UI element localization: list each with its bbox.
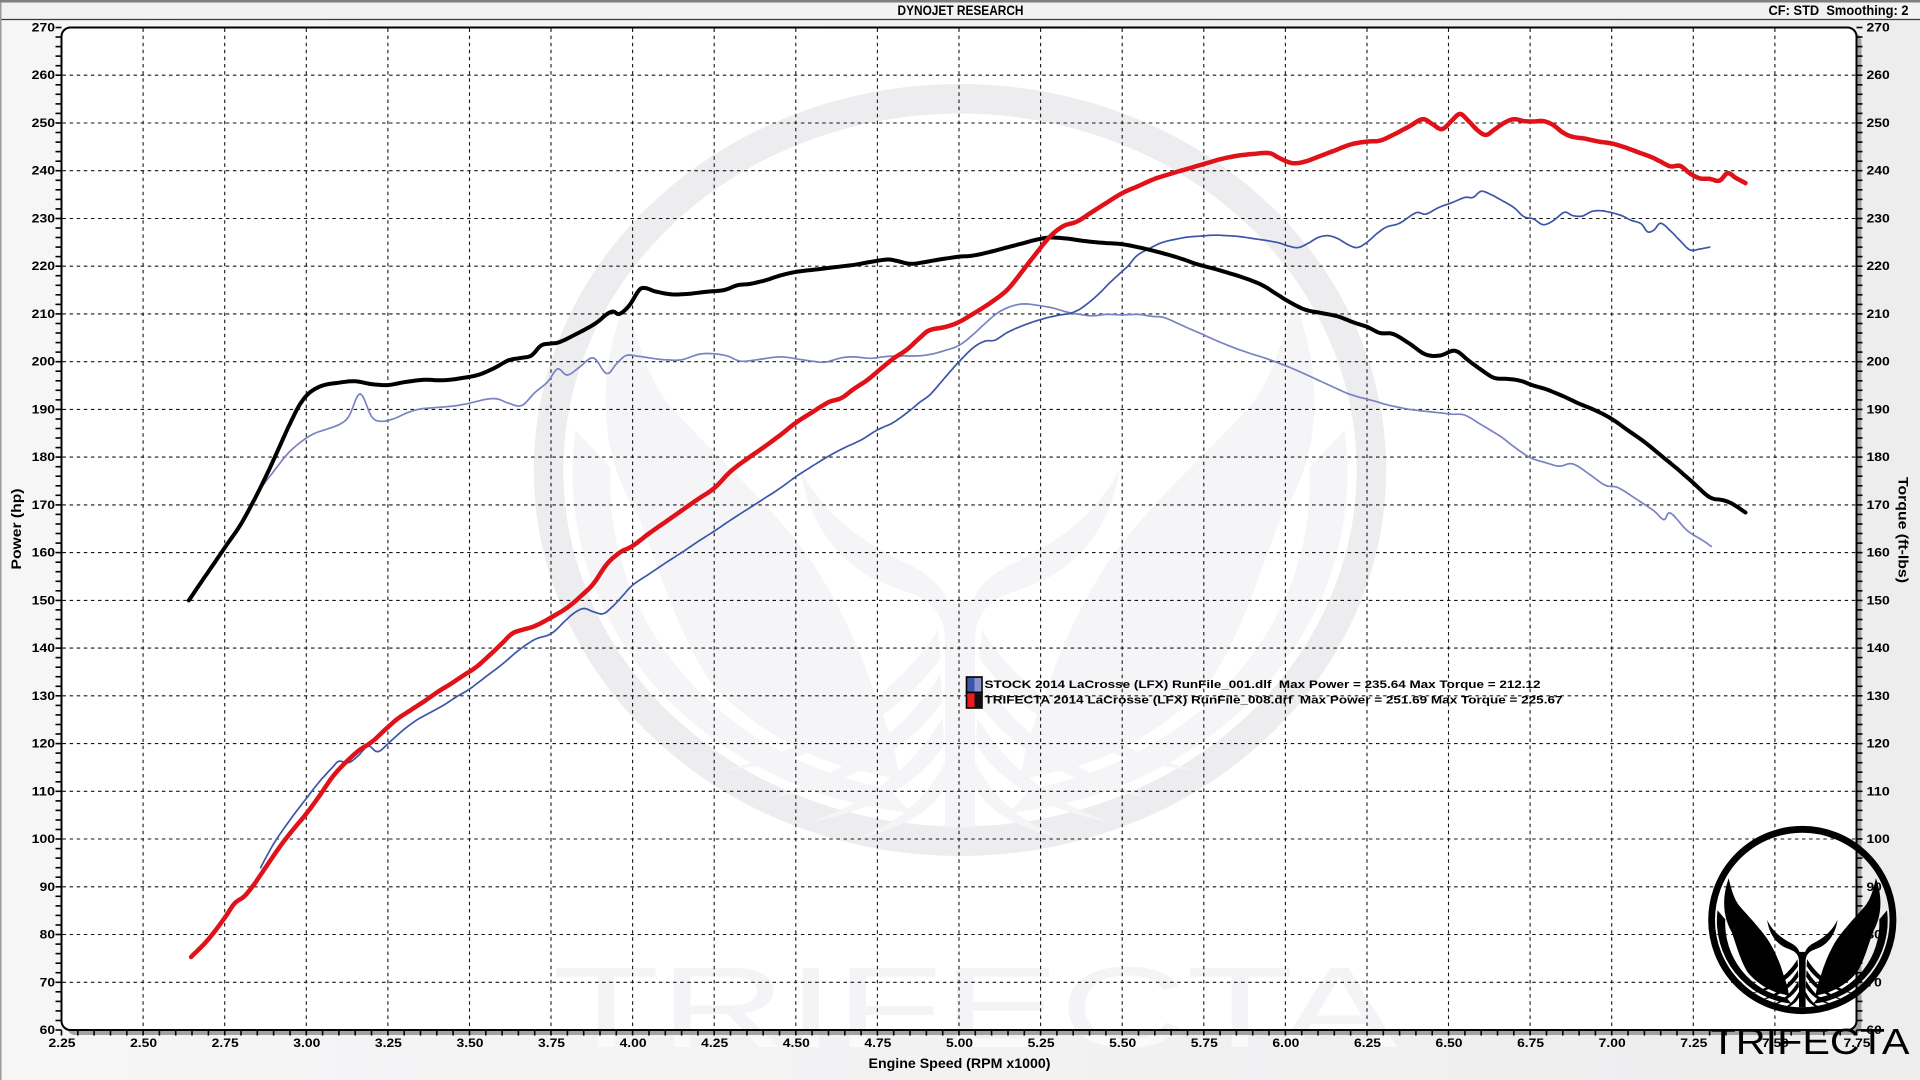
svg-text:240: 240 xyxy=(1867,166,1890,178)
svg-text:6.50: 6.50 xyxy=(1436,1036,1463,1050)
svg-text:5.75: 5.75 xyxy=(1191,1036,1218,1050)
svg-text:210: 210 xyxy=(32,309,55,321)
svg-text:Torque (ft-lbs): Torque (ft-lbs) xyxy=(1896,477,1912,583)
svg-text:160: 160 xyxy=(32,548,55,560)
svg-text:4.75: 4.75 xyxy=(864,1036,891,1050)
svg-text:TRIFECTA: TRIFECTA xyxy=(1711,1021,1910,1062)
svg-text:2.25: 2.25 xyxy=(49,1036,76,1050)
svg-text:260: 260 xyxy=(32,70,55,82)
svg-text:200: 200 xyxy=(32,357,55,369)
svg-text:7.75: 7.75 xyxy=(1844,1036,1871,1050)
svg-text:160: 160 xyxy=(1867,548,1890,560)
svg-text:180: 180 xyxy=(32,452,55,464)
svg-text:110: 110 xyxy=(1867,786,1890,798)
svg-text:190: 190 xyxy=(32,404,55,416)
svg-text:6.25: 6.25 xyxy=(1354,1036,1381,1050)
svg-text:130: 130 xyxy=(1867,691,1890,703)
svg-text:5.50: 5.50 xyxy=(1109,1036,1136,1050)
svg-text:DYNOJET RESEARCH: DYNOJET RESEARCH xyxy=(898,3,1024,18)
svg-text:TRIFECTA: TRIFECTA xyxy=(553,944,1398,1072)
svg-text:3.50: 3.50 xyxy=(457,1036,484,1050)
svg-text:80: 80 xyxy=(40,930,55,942)
svg-text:2.50: 2.50 xyxy=(130,1036,157,1050)
svg-text:3.75: 3.75 xyxy=(538,1036,565,1050)
svg-text:250: 250 xyxy=(1867,118,1890,130)
svg-text:3.00: 3.00 xyxy=(293,1036,320,1050)
svg-text:5.00: 5.00 xyxy=(946,1036,973,1050)
svg-text:6.75: 6.75 xyxy=(1517,1036,1544,1050)
svg-text:100: 100 xyxy=(32,834,55,846)
svg-text:7.50: 7.50 xyxy=(1762,1036,1789,1050)
svg-text:260: 260 xyxy=(1867,70,1890,82)
svg-text:TRIFECTA 2014 LaCrosse (LFX) R: TRIFECTA 2014 LaCrosse (LFX) RunFile_008… xyxy=(985,695,1563,707)
svg-text:170: 170 xyxy=(32,500,55,512)
svg-text:220: 220 xyxy=(1867,261,1890,273)
svg-text:4.00: 4.00 xyxy=(620,1036,647,1050)
svg-text:STOCK 2014 LaCrosse (LFX) RunF: STOCK 2014 LaCrosse (LFX) RunFile_001.dl… xyxy=(985,679,1541,691)
svg-text:5.25: 5.25 xyxy=(1028,1036,1055,1050)
svg-text:Power (hp): Power (hp) xyxy=(8,489,24,570)
svg-text:170: 170 xyxy=(1867,500,1890,512)
svg-text:120: 120 xyxy=(32,739,55,751)
svg-text:60: 60 xyxy=(40,1025,55,1037)
svg-text:250: 250 xyxy=(32,118,55,130)
svg-text:4.25: 4.25 xyxy=(701,1036,728,1050)
svg-text:230: 230 xyxy=(1867,214,1890,226)
svg-text:7.25: 7.25 xyxy=(1680,1036,1707,1050)
svg-text:Engine Speed (RPM x1000): Engine Speed (RPM x1000) xyxy=(869,1055,1051,1071)
svg-text:200: 200 xyxy=(1867,357,1890,369)
svg-text:180: 180 xyxy=(1867,452,1890,464)
svg-text:270: 270 xyxy=(1867,23,1890,35)
svg-text:CF: STD Smoothing: 2: CF: STD Smoothing: 2 xyxy=(1769,3,1909,18)
svg-text:110: 110 xyxy=(32,786,55,798)
svg-text:90: 90 xyxy=(40,882,55,894)
svg-text:60: 60 xyxy=(1867,1025,1882,1037)
svg-text:3.25: 3.25 xyxy=(375,1036,402,1050)
svg-text:230: 230 xyxy=(32,214,55,226)
svg-text:190: 190 xyxy=(1867,404,1890,416)
svg-text:210: 210 xyxy=(1867,309,1890,321)
svg-text:2.75: 2.75 xyxy=(212,1036,239,1050)
svg-text:140: 140 xyxy=(32,643,55,655)
svg-text:4.50: 4.50 xyxy=(783,1036,810,1050)
svg-text:140: 140 xyxy=(1867,643,1890,655)
svg-text:100: 100 xyxy=(1867,834,1890,846)
svg-text:130: 130 xyxy=(32,691,55,703)
svg-text:150: 150 xyxy=(32,595,55,607)
svg-text:270: 270 xyxy=(32,23,55,35)
svg-text:150: 150 xyxy=(1867,595,1890,607)
svg-text:70: 70 xyxy=(40,977,55,989)
svg-text:6.00: 6.00 xyxy=(1272,1036,1299,1050)
svg-text:240: 240 xyxy=(32,166,55,178)
svg-text:120: 120 xyxy=(1867,739,1890,751)
svg-text:220: 220 xyxy=(32,261,55,273)
svg-text:7.00: 7.00 xyxy=(1599,1036,1626,1050)
